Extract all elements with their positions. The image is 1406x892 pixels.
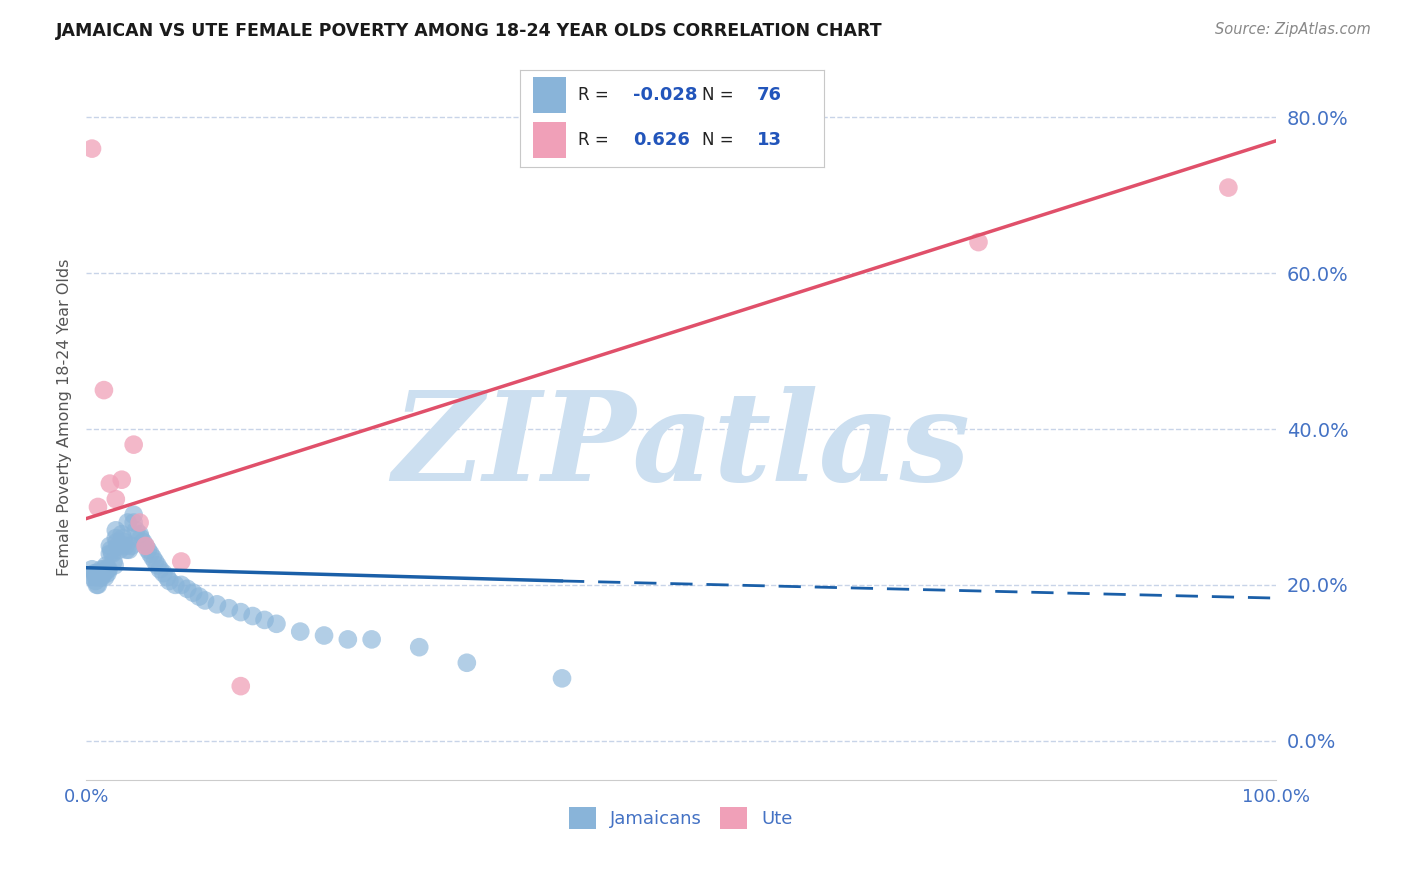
- Point: [104, 492, 127, 507]
- Point: [90, 562, 112, 576]
- Point: [111, 473, 134, 487]
- Point: [122, 437, 145, 451]
- Point: [84, 566, 107, 581]
- Point: [229, 605, 252, 619]
- Point: [83, 566, 105, 581]
- Point: [96, 566, 118, 581]
- Point: [117, 516, 139, 530]
- Point: [94, 570, 117, 584]
- Point: [139, 547, 162, 561]
- Point: [152, 566, 174, 581]
- Point: [115, 542, 138, 557]
- Point: [100, 542, 122, 557]
- Point: [122, 516, 145, 530]
- Point: [229, 679, 252, 693]
- Point: [98, 539, 121, 553]
- Point: [93, 566, 115, 581]
- Point: [136, 542, 159, 557]
- Point: [312, 628, 335, 642]
- Point: [114, 539, 136, 553]
- Point: [105, 535, 128, 549]
- Point: [84, 574, 107, 588]
- Point: [290, 624, 312, 639]
- Point: [103, 554, 125, 568]
- Point: [156, 570, 179, 584]
- Legend: Jamaicans, Ute: Jamaicans, Ute: [561, 799, 800, 836]
- Text: ZIPatlas: ZIPatlas: [392, 385, 970, 508]
- Point: [170, 578, 193, 592]
- Point: [118, 542, 141, 557]
- Point: [125, 524, 148, 538]
- Point: [90, 570, 112, 584]
- Point: [104, 558, 127, 573]
- Point: [111, 531, 134, 545]
- Point: [87, 570, 110, 584]
- Point: [266, 616, 288, 631]
- Point: [122, 508, 145, 522]
- Point: [84, 570, 107, 584]
- Point: [143, 554, 166, 568]
- Point: [120, 539, 142, 553]
- Point: [408, 640, 430, 655]
- Point: [176, 582, 198, 596]
- Point: [165, 578, 187, 592]
- Point: [1218, 180, 1240, 194]
- Point: [336, 632, 359, 647]
- Point: [132, 535, 155, 549]
- Point: [967, 235, 990, 249]
- Point: [360, 632, 382, 647]
- Point: [135, 539, 157, 553]
- Point: [111, 527, 134, 541]
- Point: [87, 578, 110, 592]
- Point: [112, 535, 135, 549]
- Point: [188, 590, 211, 604]
- Point: [181, 585, 204, 599]
- Point: [108, 542, 131, 557]
- Point: [149, 562, 172, 576]
- Point: [253, 613, 276, 627]
- Point: [142, 550, 165, 565]
- Point: [129, 531, 152, 545]
- Point: [87, 566, 110, 581]
- Point: [104, 531, 127, 545]
- Point: [104, 524, 127, 538]
- Text: Source: ZipAtlas.com: Source: ZipAtlas.com: [1215, 22, 1371, 37]
- Point: [98, 476, 121, 491]
- Point: [107, 539, 129, 553]
- Point: [194, 593, 217, 607]
- Point: [96, 562, 118, 576]
- Point: [86, 578, 108, 592]
- Point: [96, 558, 118, 573]
- Point: [89, 570, 111, 584]
- Y-axis label: Female Poverty Among 18-24 Year Olds: Female Poverty Among 18-24 Year Olds: [58, 259, 72, 576]
- Point: [218, 601, 240, 615]
- Point: [97, 562, 120, 576]
- Point: [135, 539, 157, 553]
- Point: [456, 656, 478, 670]
- Point: [93, 562, 115, 576]
- Point: [93, 383, 115, 397]
- Point: [170, 554, 193, 568]
- Point: [91, 566, 114, 581]
- Point: [157, 574, 180, 588]
- Point: [128, 516, 150, 530]
- Point: [98, 547, 121, 561]
- Point: [551, 671, 574, 685]
- Point: [242, 609, 264, 624]
- Point: [205, 598, 228, 612]
- Point: [89, 566, 111, 581]
- Point: [146, 558, 169, 573]
- Point: [80, 142, 103, 156]
- Text: JAMAICAN VS UTE FEMALE POVERTY AMONG 18-24 YEAR OLDS CORRELATION CHART: JAMAICAN VS UTE FEMALE POVERTY AMONG 18-…: [56, 22, 883, 40]
- Point: [80, 570, 103, 584]
- Point: [128, 527, 150, 541]
- Point: [80, 562, 103, 576]
- Point: [87, 500, 110, 514]
- Point: [101, 547, 124, 561]
